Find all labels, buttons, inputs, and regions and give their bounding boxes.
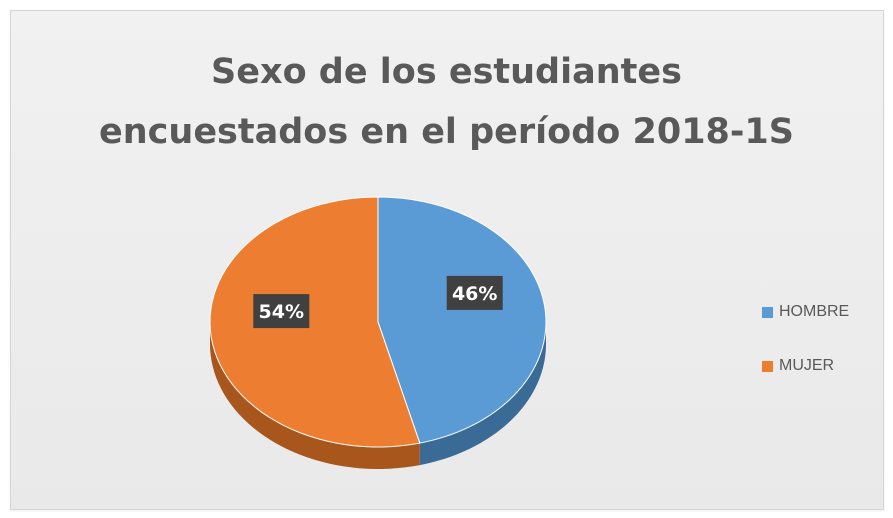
data-label-box (446, 275, 503, 310)
chart-title: Sexo de los estudiantes encuestados en e… (0, 42, 893, 162)
data-label-hombre: 46% (446, 275, 503, 310)
pie-slice-mujer (209, 196, 421, 448)
chart-title-line-1: Sexo de los estudiantes (211, 52, 682, 92)
legend-item-mujer: MUJER (762, 354, 849, 378)
legend-item-hombre: HOMBRE (762, 300, 849, 324)
data-label-text: 46% (452, 283, 497, 305)
data-label-box (253, 294, 310, 329)
pie-slice-hombre (377, 196, 547, 444)
data-label-text: 54% (259, 301, 304, 323)
legend: HOMBRE MUJER (762, 300, 849, 408)
pie-side-mujer (210, 322, 420, 469)
data-label-mujer: 54% (253, 294, 310, 329)
legend-swatch-hombre (762, 306, 773, 318)
pie-side-hombre (419, 322, 546, 466)
legend-label-hombre: HOMBRE (779, 303, 850, 320)
legend-label-mujer: MUJER (779, 357, 835, 374)
chart-title-line-2: encuestados en el período 2018-1S (99, 112, 794, 152)
legend-swatch-mujer (762, 360, 773, 372)
